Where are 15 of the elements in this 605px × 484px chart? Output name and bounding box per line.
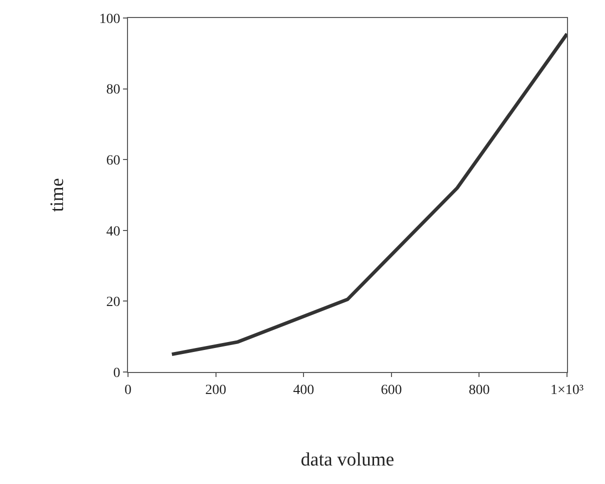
y-tick-label: 100 — [99, 12, 120, 27]
x-axis-title: data volume — [300, 450, 394, 471]
line-series — [170, 32, 567, 356]
x-tick-label: 800 — [468, 382, 490, 398]
y-tick-label: 40 — [106, 224, 120, 240]
x-tick-label: 600 — [380, 382, 402, 398]
x-tick-label: 400 — [293, 382, 314, 398]
x-tick-label: 1×10³ — [550, 382, 584, 398]
y-tick-label: 80 — [106, 82, 120, 98]
y-axis-title: time — [47, 178, 68, 212]
y-tick-label: 0 — [113, 366, 120, 381]
x-tick-label: 200 — [205, 382, 226, 398]
x-tick-label: 0 — [124, 382, 132, 398]
y-tick-label: 60 — [106, 154, 120, 168]
y-tick-label: 20 — [106, 295, 120, 310]
